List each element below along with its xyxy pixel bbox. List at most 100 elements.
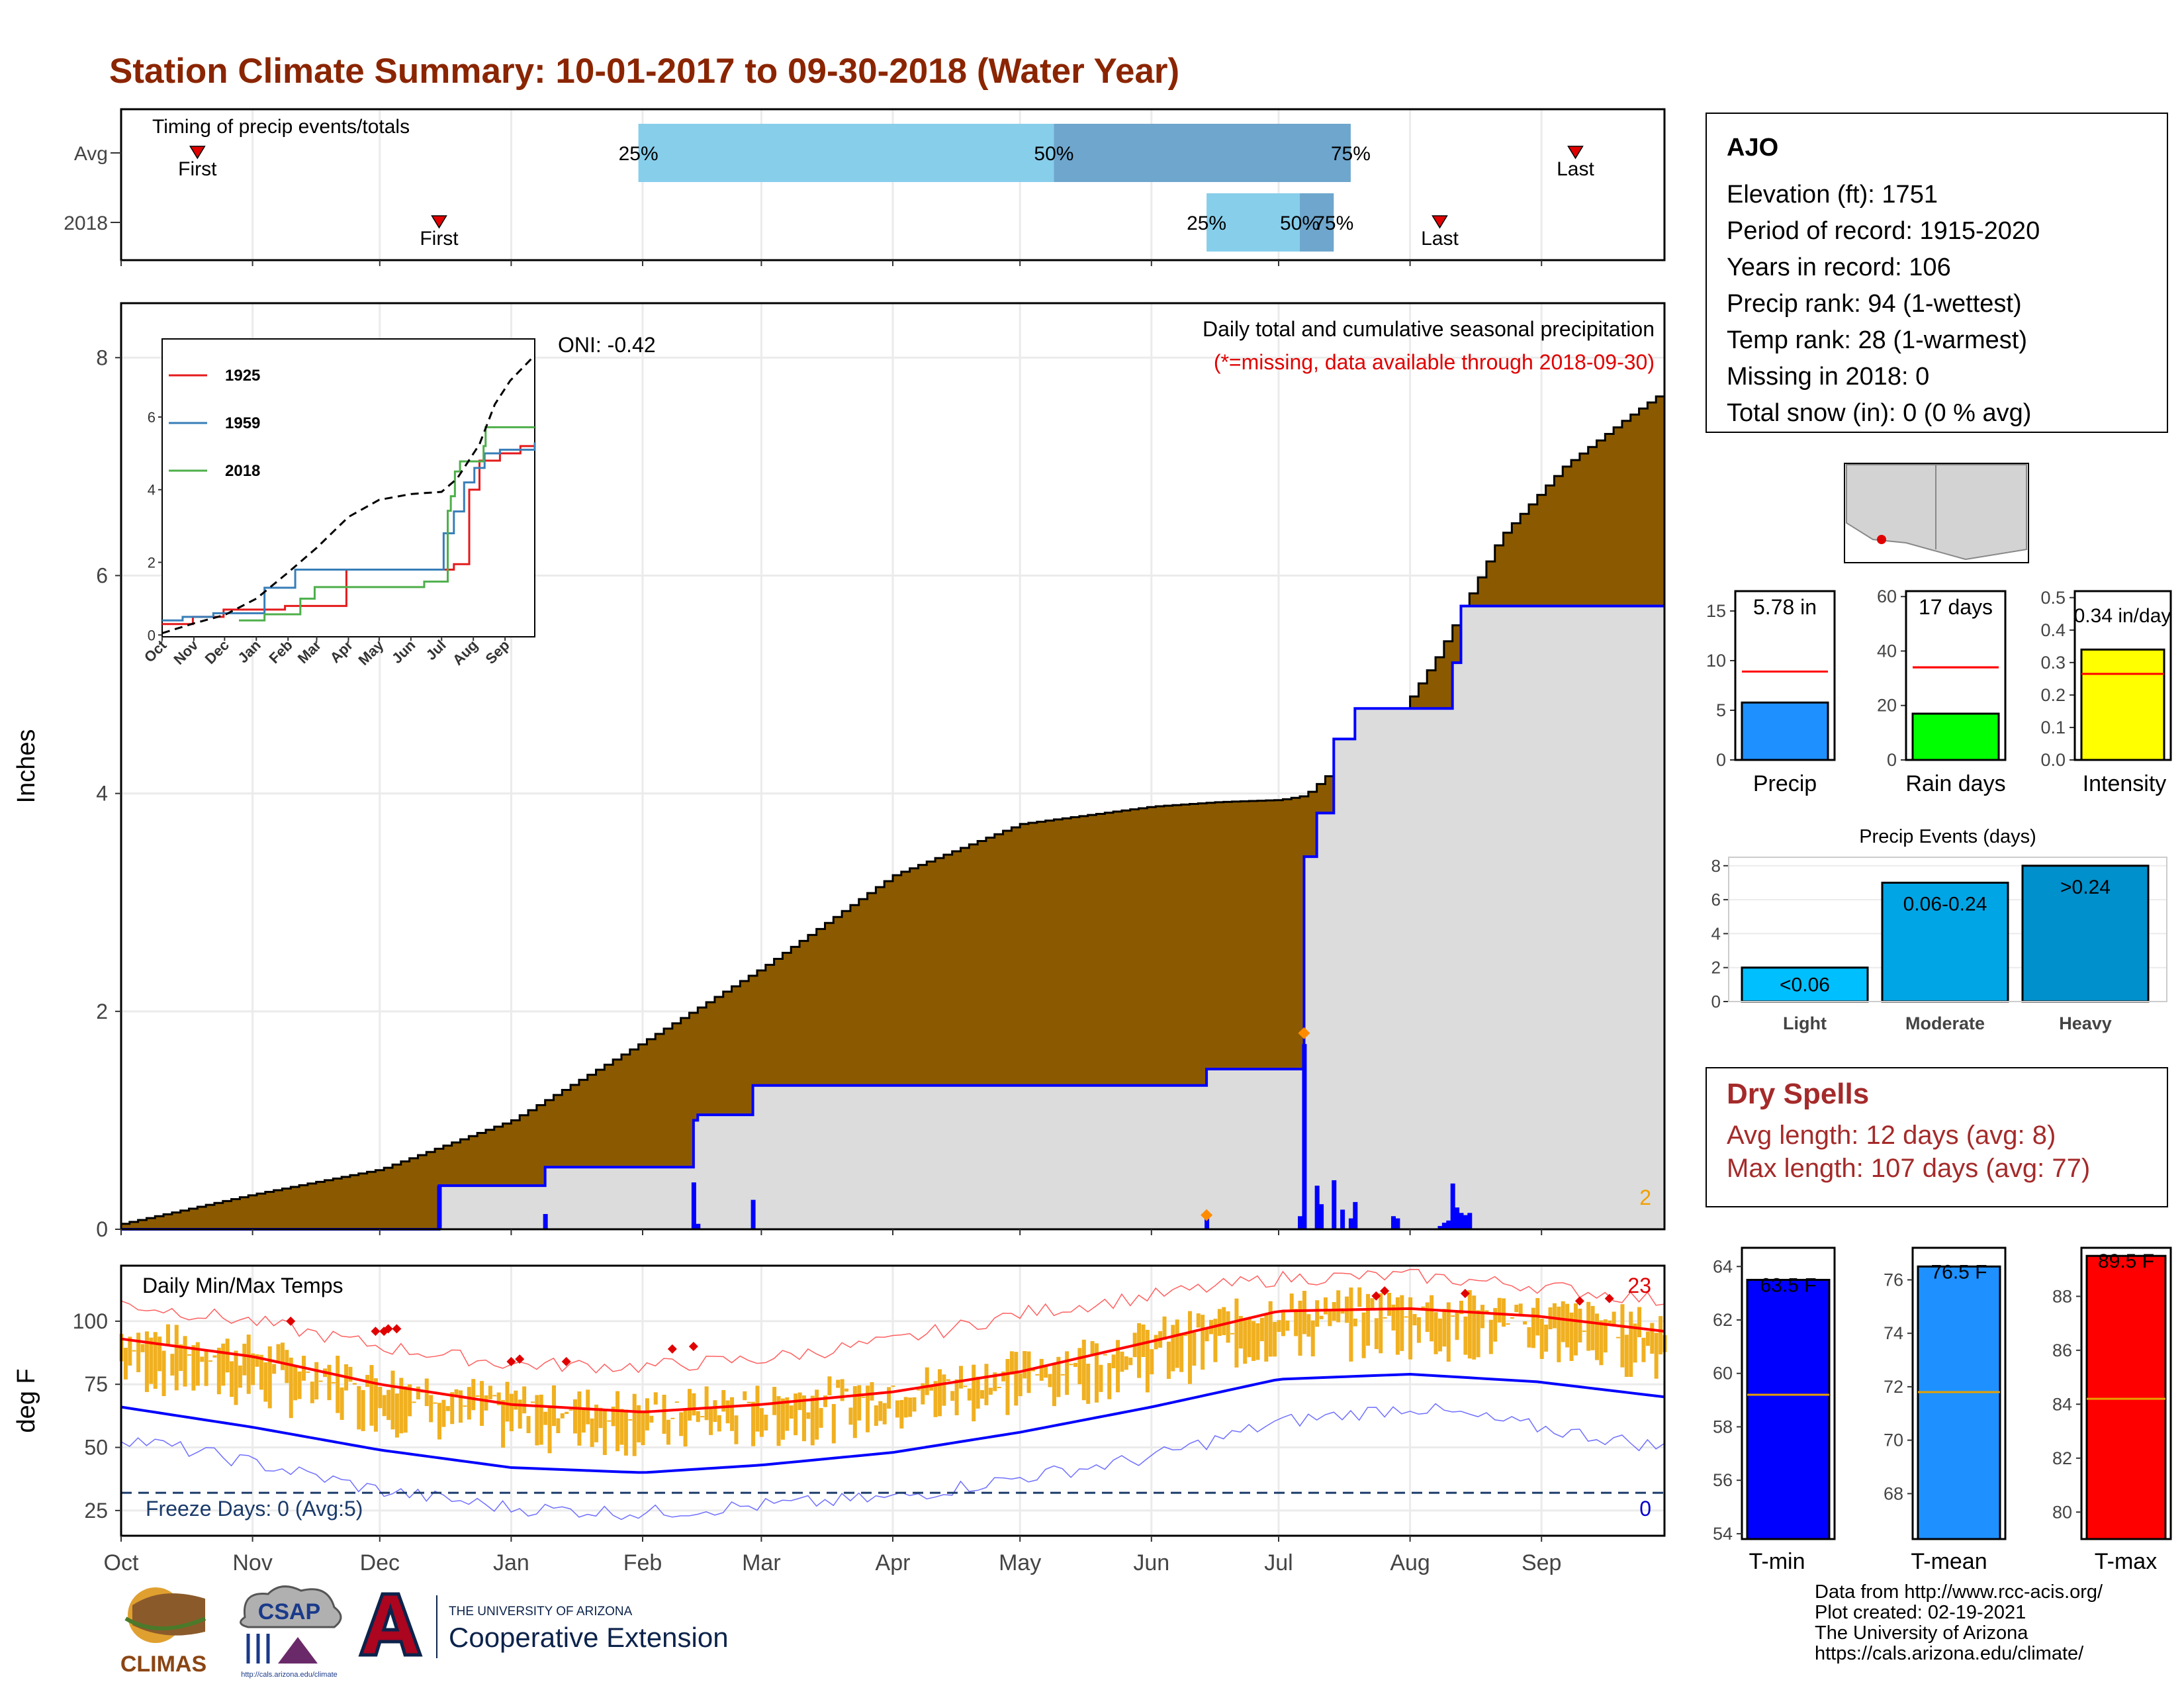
daily-temp-bar <box>1285 1320 1290 1331</box>
daily-temp-bar <box>1608 1320 1612 1324</box>
daily-temp-bar <box>1412 1314 1417 1326</box>
temp-bar-name: T-max <box>2095 1549 2157 1574</box>
daily-temp-bar <box>1026 1351 1031 1393</box>
temp-bar-y-tick-label: 86 <box>2052 1340 2072 1360</box>
daily-temp-bar <box>747 1401 751 1403</box>
daily-temp-bar <box>1451 1315 1455 1317</box>
daily-temp-bar <box>709 1408 713 1435</box>
temp-y-tick-label: 75 <box>84 1372 108 1396</box>
daily-temp-bar <box>577 1391 582 1446</box>
daily-temp-bar <box>692 1393 696 1416</box>
ua-logo: THE UNIVERSITY OF ARIZONA Cooperative Ex… <box>358 1592 729 1658</box>
daily-precip-bar <box>1437 1226 1443 1229</box>
daily-temp-bar <box>1510 1317 1514 1319</box>
dry-spells-title: Dry Spells <box>1727 1078 1870 1110</box>
daily-temp-bar <box>1637 1307 1642 1338</box>
station-precip-rank: Precip rank: 94 (1-wettest) <box>1727 290 2022 318</box>
daily-temp-bar <box>1234 1298 1239 1368</box>
inset-legend-label: 1959 <box>225 414 260 432</box>
daily-temp-bar <box>518 1399 522 1429</box>
daily-temp-bar <box>1527 1327 1531 1348</box>
footer-url: https://cals.arizona.edu/climate/ <box>1815 1643 2084 1664</box>
daily-temp-bar <box>153 1332 158 1389</box>
daily-temp-bar <box>628 1419 633 1421</box>
station-period: Period of record: 1915-2020 <box>1727 217 2040 245</box>
daily-temp-bar <box>1023 1350 1027 1379</box>
daily-temp-bar <box>848 1407 853 1425</box>
precip-y-tick-label: 2 <box>96 1000 108 1023</box>
oni-label: ONI: -0.42 <box>558 333 656 357</box>
daily-temp-bar <box>963 1385 968 1387</box>
daily-temp-bar <box>412 1401 416 1403</box>
precip-y-tick-label: 4 <box>96 782 108 806</box>
daily-temp-bar <box>866 1385 870 1432</box>
daily-temp-bar <box>327 1364 332 1401</box>
bar-panel-y-tick-label: 0.4 <box>2040 620 2066 640</box>
daily-temp-bar <box>929 1385 934 1391</box>
daily-temp-bar <box>1328 1309 1332 1327</box>
timing-q75-label: 75% <box>1314 212 1353 234</box>
daily-temp-bar <box>221 1343 226 1386</box>
daily-temp-bar <box>912 1397 917 1412</box>
footer-plot-created: Plot created: 02-19-2021 <box>1815 1602 2026 1623</box>
daily-precip-bar <box>1353 1201 1358 1229</box>
daily-temp-bar <box>259 1354 263 1390</box>
daily-temp-bar <box>132 1350 136 1352</box>
daily-temp-bar <box>216 1347 221 1395</box>
daily-temp-bar <box>815 1389 819 1440</box>
daily-temp-bar <box>1391 1304 1396 1331</box>
daily-temp-bar <box>1518 1303 1523 1315</box>
temp-bar-y-tick-label: 62 <box>1713 1310 1733 1330</box>
climas-logo: CLIMAS <box>120 1587 206 1677</box>
daily-temp-bar <box>602 1410 607 1456</box>
daily-temp-bar <box>471 1379 476 1411</box>
station-missing: Missing in 2018: 0 <box>1727 363 1930 391</box>
ua-small-text: THE UNIVERSITY OF ARIZONA <box>449 1605 633 1618</box>
daily-temp-bar <box>1099 1364 1103 1392</box>
daily-temp-bar <box>725 1400 730 1424</box>
bar-value-precip <box>1741 701 1829 761</box>
record-high-marker <box>1574 1296 1584 1306</box>
intensity-label: 0.34 in/day <box>2074 605 2171 627</box>
daily-temp-bar <box>1077 1348 1082 1385</box>
temp-bar-value-label: 63.5 F <box>1760 1274 1816 1296</box>
temp-bar-y-tick-label: 84 <box>2052 1394 2072 1414</box>
daily-temp-bar <box>899 1399 904 1429</box>
daily-temp-bar <box>1141 1324 1146 1358</box>
daily-temp-bar <box>373 1378 378 1432</box>
daily-temp-bar <box>666 1419 670 1445</box>
daily-temp-bar <box>1196 1313 1201 1328</box>
record-high-marker <box>561 1356 571 1366</box>
event-category-label: Light <box>1783 1013 1827 1033</box>
timing-bar-q25-q50 <box>638 124 1054 182</box>
avg-cumulative-area <box>120 390 1666 1231</box>
daily-temp-bar <box>255 1354 259 1367</box>
daily-temp-bar <box>1433 1312 1438 1354</box>
freeze-days-label: Freeze Days: 0 (Avg:5) <box>146 1497 363 1521</box>
daily-temp-bar <box>1624 1335 1629 1378</box>
daily-temp-bar <box>318 1380 323 1382</box>
csap-logo: CSAP http://cals.arizona.edu/climate <box>240 1585 342 1679</box>
inset-y-tick-label: 0 <box>148 627 156 643</box>
dry-spells-avg: Avg length: 12 days (avg: 8) <box>1727 1121 2056 1150</box>
timing-first-marker <box>431 215 447 229</box>
daily-temp-bar <box>1251 1321 1256 1361</box>
daily-temp-bar <box>755 1385 760 1432</box>
daily-temp-bar <box>870 1382 874 1401</box>
temp-bar-y-tick-label: 64 <box>1713 1256 1733 1276</box>
daily-temp-bar <box>713 1400 717 1423</box>
daily-temp-bar <box>170 1354 175 1376</box>
daily-temp-bar <box>789 1405 794 1419</box>
daily-temp-bar <box>1659 1316 1663 1355</box>
temp-bar-y-tick-label: 72 <box>1884 1377 1903 1397</box>
daily-temp-bar <box>454 1389 459 1395</box>
daily-temp-bar <box>573 1399 578 1434</box>
daily-temp-bar <box>598 1407 603 1429</box>
daily-temp-bar <box>445 1406 450 1411</box>
daily-temp-bar <box>306 1371 310 1373</box>
events-y-tick-label: 0 <box>1711 992 1721 1011</box>
station-snow: Total snow (in): 0 (0 % avg) <box>1727 399 2032 427</box>
ua-big-text: Cooperative Extension <box>449 1622 729 1653</box>
footer-data-source: Data from http://www.rcc-acis.org/ <box>1815 1581 2103 1603</box>
bar-panel-y-tick-label: 15 <box>1706 601 1726 621</box>
